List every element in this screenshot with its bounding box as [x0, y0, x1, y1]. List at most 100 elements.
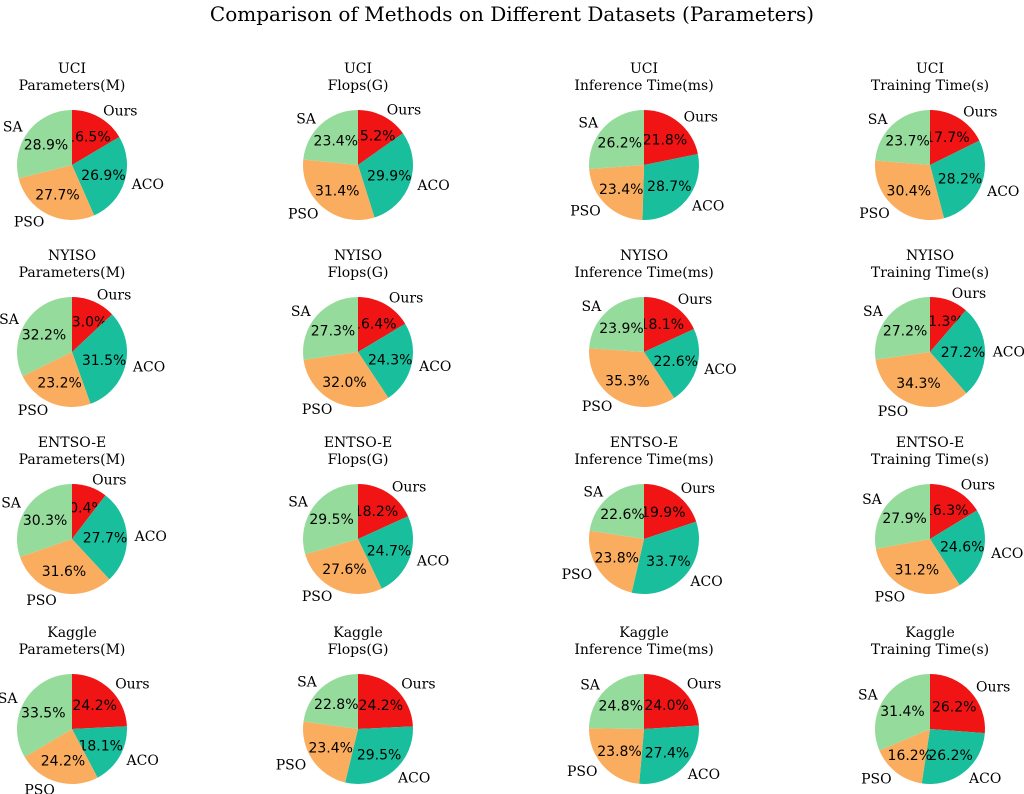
pie-category-label: Ours: [103, 104, 137, 120]
pie-category-label: ACO: [968, 771, 1001, 787]
pie-category-label: PSO: [302, 402, 333, 418]
pie-percent-label: 18.1%: [78, 738, 122, 754]
pie-category-label: Ours: [401, 677, 435, 693]
pie-category-label: PSO: [18, 403, 49, 419]
pie-category-label: PSO: [582, 399, 613, 415]
pie-category-label: ACO: [397, 770, 430, 786]
pie-percent-label: 27.4%: [645, 746, 689, 762]
pie-category-label: Ours: [115, 677, 149, 693]
pie-category-label: PSO: [302, 589, 333, 605]
pie-title-metric: Training Time(s): [871, 452, 989, 468]
pie-percent-label: 32.0%: [322, 375, 366, 391]
pie-slice-sa: [875, 674, 930, 751]
pie-title-metric: Training Time(s): [871, 78, 989, 94]
pie-category-label: ACO: [703, 362, 736, 378]
pie-category-label: Ours: [961, 477, 995, 493]
pie-percent-label: 24.8%: [599, 699, 643, 715]
pie-slice-pso: [24, 729, 98, 785]
pie-title-dataset: Kaggle: [619, 625, 669, 641]
pie-slice-ours: [72, 297, 113, 352]
pie-slice-aco: [631, 521, 699, 594]
pie-percent-label: 19.9%: [641, 505, 685, 521]
pie-percent-label: 16.5%: [66, 129, 110, 145]
pie-percent-label: 26.2%: [932, 700, 976, 716]
pie-slice-ours: [72, 484, 106, 539]
pie-category-label: Ours: [952, 286, 986, 302]
pie-percent-label: 27.7%: [83, 530, 127, 546]
pie-slice-pso: [20, 539, 110, 595]
pie-slice-sa: [589, 110, 644, 170]
pie-category-label: Ours: [678, 292, 712, 308]
pie-category-label: PSO: [861, 772, 892, 788]
pie-category-label: ACO: [134, 529, 167, 545]
pie-percent-label: 23.4%: [308, 741, 352, 757]
pie-category-label: Ours: [687, 676, 721, 692]
pie-title-dataset: Kaggle: [905, 625, 955, 641]
pie-percent-label: 23.4%: [314, 134, 358, 150]
pie-percent-label: 31.4%: [315, 184, 359, 200]
pie-category-label: SA: [581, 299, 602, 315]
pie-percent-label: 18.2%: [354, 504, 398, 520]
pie-percent-label: 24.2%: [41, 754, 85, 770]
pie-percent-label: 24.2%: [359, 698, 403, 714]
pie-category-label: SA: [296, 112, 317, 128]
pie-percent-label: 31.2%: [895, 562, 939, 578]
pie-percent-label: 22.6%: [600, 507, 644, 523]
pie-category-label: SA: [583, 485, 604, 501]
pie-title-dataset: ENTSO-E: [38, 435, 106, 451]
pie-slice-aco: [72, 495, 128, 580]
pie-percent-label: 13.0%: [63, 315, 107, 331]
pie-percent-label: 24.7%: [367, 543, 411, 559]
pie-title-dataset: Kaggle: [333, 625, 383, 641]
pie-category-label: Ours: [976, 679, 1010, 695]
pie-slice-ours: [358, 483, 409, 539]
pie-slice-ours: [358, 297, 406, 352]
pie-slice-ours: [644, 109, 698, 165]
pie-category-label: PSO: [859, 206, 890, 222]
pie-slice-pso: [875, 352, 967, 408]
pie-percent-label: 26.2%: [598, 136, 642, 152]
pie-percent-label: 22.8%: [314, 697, 358, 713]
pie-slice-pso: [879, 729, 930, 784]
pie-title-dataset: NYISO: [334, 248, 382, 264]
pie-percent-label: 24.3%: [368, 352, 412, 368]
pie-percent-label: 23.2%: [37, 376, 81, 392]
pie-slice-ours: [930, 297, 966, 352]
pie-slice-pso: [22, 352, 91, 408]
pie-category-label: ACO: [131, 177, 164, 193]
pie-percent-label: 31.5%: [82, 353, 126, 369]
pie-category-label: ACO: [416, 553, 449, 569]
pie-title-metric: Training Time(s): [871, 642, 989, 658]
pie-percent-label: 16.3%: [924, 503, 968, 519]
pie-category-label: PSO: [288, 207, 319, 223]
pie-slice-ours: [72, 110, 120, 165]
pie-title-metric: Flops(G): [328, 642, 389, 658]
pie-slice-ours: [930, 109, 980, 165]
pie-category-label: ACO: [986, 184, 1019, 200]
pie-percent-label: 23.4%: [599, 182, 643, 198]
pie-slice-pso: [588, 728, 644, 784]
pie-title-dataset: UCI: [916, 61, 944, 77]
pie-title-dataset: ENTSO-E: [324, 435, 392, 451]
pie-slice-aco: [358, 323, 413, 398]
figure-title: Comparison of Methods on Different Datas…: [209, 2, 815, 26]
pie-slice-sa: [589, 484, 644, 539]
pie-category-label: Ours: [684, 109, 718, 125]
pie-slice-sa: [875, 110, 930, 165]
pie-percent-label: 17.7%: [925, 130, 969, 146]
pie-title-metric: Inference Time(ms): [574, 78, 713, 94]
pie-percent-label: 31.4%: [880, 704, 924, 720]
pie-percent-label: 29.5%: [357, 747, 401, 763]
pie-percent-label: 23.9%: [599, 321, 643, 337]
pie-percent-label: 27.7%: [35, 188, 79, 204]
pie-percent-label: 16.4%: [352, 316, 396, 332]
pie-category-label: SA: [297, 675, 318, 691]
pie-percent-label: 24.0%: [644, 698, 688, 714]
